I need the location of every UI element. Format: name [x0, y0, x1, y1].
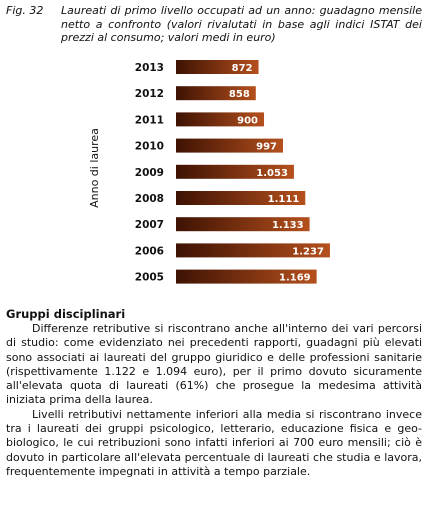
value-label: 1.169 [279, 273, 311, 284]
category-label: 2007 [135, 219, 164, 231]
figure-caption: Fig. 32 Laureati di primo livello occupa… [6, 4, 422, 45]
category-label: 2005 [135, 272, 164, 284]
bar [176, 164, 294, 179]
bar-chart: Anno di laurea 2013 872 2012 858 2011 900 2010… [88, 60, 330, 284]
paragraph-2: Livelli retributivi nettamente inferiori… [6, 407, 422, 478]
category-label: 2012 [135, 88, 164, 100]
value-label: 1.133 [272, 220, 304, 231]
y-axis-label: Anno di laurea [88, 128, 101, 208]
value-label: 1.111 [268, 194, 300, 205]
figure-title: Laureati di primo livello occupati ad un… [61, 4, 422, 44]
bar [176, 86, 256, 101]
bar [176, 138, 283, 153]
category-label: 2006 [135, 245, 164, 257]
gruppi-disciplinari-section: Gruppi disciplinari Differenze retributi… [6, 307, 422, 479]
value-label: 997 [256, 142, 277, 153]
bar [176, 269, 317, 284]
bar [176, 217, 310, 232]
figure-label: Fig. 32 [6, 4, 44, 17]
bar [176, 191, 306, 205]
category-label: 2011 [135, 114, 164, 126]
category-label: 2013 [135, 62, 164, 74]
section-heading: Gruppi disciplinari [6, 307, 126, 321]
paragraph-1: Differenze retributive si riscontrano an… [6, 322, 422, 407]
category-label: 2010 [135, 141, 164, 153]
bar [176, 243, 330, 258]
value-label: 1.053 [256, 168, 288, 179]
bar [176, 60, 259, 74]
value-label: 858 [229, 89, 250, 100]
category-label: 2008 [135, 193, 164, 205]
bar [176, 112, 265, 127]
value-label: 1.237 [292, 246, 324, 257]
value-label: 872 [232, 63, 253, 74]
value-label: 900 [237, 115, 258, 126]
category-label: 2009 [135, 167, 164, 179]
